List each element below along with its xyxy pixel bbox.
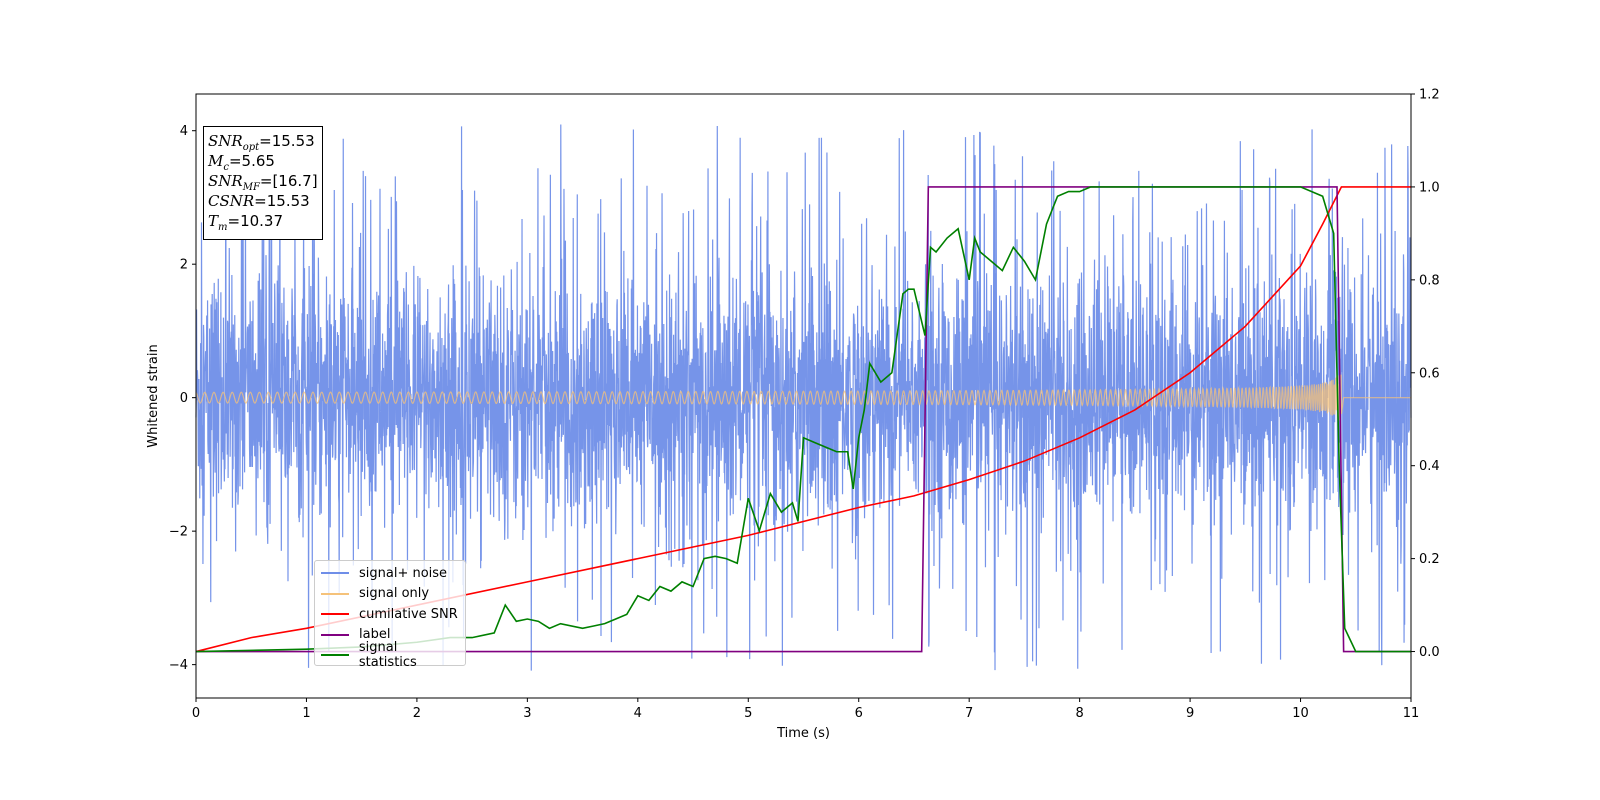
series-signal-noise-line (195, 124, 1412, 671)
legend: signal+ noise signal only cumilative SNR la… (314, 560, 466, 670)
y-right-tick-label: 1.2 (1419, 88, 1440, 103)
legend-swatch (321, 613, 349, 616)
legend-entry: label (321, 625, 459, 646)
x-tick-label: 11 (1403, 706, 1420, 721)
legend-entry: signal statistics (321, 640, 459, 670)
legend-label: label (359, 627, 391, 643)
x-axis-label: Time (s) (776, 726, 830, 741)
legend-entry: signal only (321, 584, 459, 605)
legend-label: cumilative SNR (359, 606, 458, 622)
axes-frame (195, 93, 1412, 699)
axes: 0 1 2 3 4 5 6 7 8 9 10 11 −4 −2 0 2 4 0.0 0.2 0.4 0.6 0.8 1.0 1… (169, 88, 1440, 722)
legend-entry: cumilative SNR (321, 604, 459, 625)
stats-annotation-box: SNRopt=15.53 Mc=5.65 SNRMF=[16.7] CSNR=15.5… (203, 126, 323, 240)
y-left-tick-label: 4 (180, 124, 188, 139)
legend-label: signal statistics (358, 640, 417, 671)
x-tick-label: 3 (523, 706, 531, 721)
legend-label: signal+ noise (359, 565, 448, 581)
y-left-tick-label: −2 (169, 525, 188, 540)
x-tick-label: 9 (1186, 706, 1194, 721)
y-right-tick-label: 0.4 (1419, 459, 1440, 474)
y-right-tick-label: 0.0 (1419, 645, 1440, 660)
x-tick-label: 2 (413, 706, 421, 721)
y-left-tick-label: −4 (169, 658, 188, 673)
legend-swatch (321, 654, 349, 657)
stats-row: SNRopt=15.53 (208, 132, 315, 153)
y-right-tick-label: 0.2 (1419, 552, 1440, 567)
y-left-tick-label: 2 (180, 258, 188, 273)
legend-swatch (321, 572, 349, 575)
y-left-tick-label: 0 (180, 391, 188, 406)
series-signal-only-line (195, 374, 1411, 421)
legend-swatch (321, 633, 349, 636)
y-right-tick-label: 0.6 (1419, 366, 1440, 381)
x-tick-label: 0 (192, 706, 200, 721)
series-signal-statistics-line (195, 186, 1411, 653)
x-tick-label: 10 (1292, 706, 1309, 721)
legend-swatch (321, 592, 349, 595)
x-tick-label: 4 (634, 706, 642, 721)
x-tick-label: 5 (744, 706, 752, 721)
stats-row: SNRMF=[16.7] (208, 172, 318, 193)
legend-entry: signal+ noise (321, 563, 459, 584)
x-tick-label: 6 (855, 706, 863, 721)
y-right-tick-label: 0.8 (1419, 273, 1440, 288)
x-tick-label: 8 (1075, 706, 1083, 721)
y-right-tick-label: 1.0 (1419, 180, 1440, 195)
y-axis-label: Whitened strain (146, 344, 161, 447)
legend-label: signal only (359, 586, 430, 602)
stats-row: CSNR=15.53 (208, 192, 310, 210)
x-tick-label: 1 (302, 706, 310, 721)
stats-row: Tm=10.37 (208, 212, 284, 233)
stats-row: Mc=5.65 (208, 152, 275, 173)
x-tick-label: 7 (965, 706, 973, 721)
